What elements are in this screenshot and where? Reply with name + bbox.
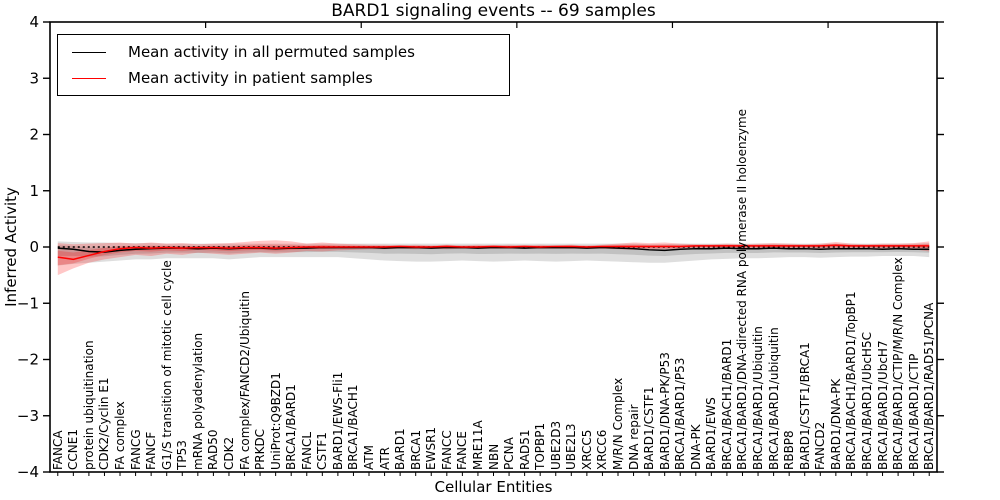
x-tick-label: ATM bbox=[362, 445, 376, 470]
x-tick-label: BRCA1/BARD1/UbcH5C bbox=[859, 332, 874, 470]
y-tick-label: −1 bbox=[17, 294, 39, 312]
x-tick-label: BRCA1/BARD1 bbox=[284, 384, 299, 470]
legend-line-black-icon bbox=[72, 51, 106, 53]
y-tick-label: −4 bbox=[17, 463, 39, 481]
x-tick-label: BRCA1/BARD1/UbcH7 bbox=[875, 340, 890, 470]
x-tick-label: NBN bbox=[486, 443, 501, 470]
x-tick-label: BRCA1/BARD1/Ubiquitin bbox=[751, 326, 766, 470]
x-tick-label: CDK2/Cyclin E1 bbox=[97, 377, 112, 470]
legend-item-patient: Mean activity in patient samples bbox=[72, 69, 509, 87]
x-tick-label: CSTF1 bbox=[315, 432, 330, 470]
series-line-patient bbox=[57, 244, 930, 261]
x-tick-label: XRCC6 bbox=[595, 429, 610, 470]
x-tick-label: FANCF bbox=[144, 431, 159, 470]
x-tick-label: BRCA1/BARD1/CTIP/M/R/N Complex bbox=[891, 257, 906, 470]
x-tick-label: BRCA1/BARD1/RAD51/PCNA bbox=[922, 302, 937, 470]
x-tick-label: FANCG bbox=[128, 429, 143, 470]
x-tick-label: TP53 bbox=[175, 440, 190, 470]
x-tick-label: G1/S transition of mitotic cell cycle bbox=[159, 260, 174, 470]
chart-title: BARD1 signaling events -- 69 samples bbox=[331, 1, 656, 21]
x-tick-label: FANCE bbox=[455, 431, 470, 470]
y-tick-label: 2 bbox=[29, 126, 39, 144]
legend-item-permuted: Mean activity in all permuted samples bbox=[72, 43, 509, 61]
legend-line-red-icon bbox=[72, 77, 106, 79]
x-tick-label: ATR bbox=[377, 447, 392, 470]
x-tick-label: DNA-PK bbox=[688, 424, 703, 470]
x-tick-label: FANCD2 bbox=[813, 421, 828, 470]
x-tick-label: FANCA bbox=[50, 430, 65, 470]
x-tick-label: TOPBP1 bbox=[533, 422, 548, 470]
x-tick-label: FANCC bbox=[439, 430, 454, 470]
x-tick-label: BARD1/DNA-PK bbox=[828, 378, 843, 470]
x-tick-label: FA complex bbox=[113, 401, 128, 470]
y-axis-title: Inferred Activity bbox=[2, 187, 20, 307]
legend: Mean activity in all permuted samples Me… bbox=[57, 34, 510, 96]
x-tick-label: FANCL bbox=[299, 431, 314, 470]
legend-label: Mean activity in patient samples bbox=[128, 69, 373, 87]
x-tick-label: M/R/N Complex bbox=[610, 377, 625, 470]
x-tick-label: BARD1/EWS bbox=[704, 397, 719, 470]
x-tick-label: PRKDC bbox=[253, 428, 268, 470]
x-tick-label: PCNA bbox=[502, 437, 517, 470]
x-tick-label: BRCA1/BARD1/CTIP bbox=[906, 353, 921, 470]
x-tick-label: BARD1/DNA-PK/P53 bbox=[657, 352, 672, 470]
x-tick-label: BRCA1/BACH1/BARD1/TopBP1 bbox=[844, 291, 859, 470]
x-tick-label: BARD1 bbox=[393, 428, 408, 470]
x-tick-label: FA complex/FANCD2/Ubiquitin bbox=[237, 291, 252, 470]
series-line-permuted bbox=[57, 246, 930, 253]
x-axis-title: Cellular Entities bbox=[434, 478, 553, 496]
x-tick-label: mRNA polyadenylation bbox=[190, 332, 205, 470]
x-tick-label: RAD50 bbox=[206, 429, 221, 470]
y-tick-label: −3 bbox=[17, 407, 39, 425]
x-tick-label: BRCA1/BACH1 bbox=[346, 384, 361, 470]
x-tick-label: UniProt:Q9BZD1 bbox=[268, 372, 283, 470]
x-tick-label: CDK2 bbox=[221, 436, 236, 470]
x-tick-label: RAD51 bbox=[517, 429, 532, 470]
x-tick-label: BARD1/CSTF1 bbox=[642, 386, 657, 470]
x-tick-label: BARD1/CSTF1/BRCA1 bbox=[797, 342, 812, 470]
x-tick-label: BRCA1/BARD1/P53 bbox=[673, 357, 688, 470]
x-tick-label: protein ubiquitination bbox=[81, 340, 96, 470]
x-tick-label: EWSR1 bbox=[424, 426, 439, 470]
x-tick-label: BARD1/EWS-Fli1 bbox=[330, 371, 345, 470]
y-tick-label: 0 bbox=[29, 238, 39, 256]
x-tick-label: UBE2L3 bbox=[564, 423, 579, 470]
y-tick-label: −2 bbox=[17, 351, 39, 369]
y-tick-label: 3 bbox=[29, 69, 39, 87]
x-tick-label: BRCA1/BARD1/DNA-directed RNA polymerase … bbox=[735, 108, 750, 470]
x-tick-label: BRCA1/BACH1/BARD1 bbox=[719, 338, 734, 470]
y-tick-label: 4 bbox=[29, 13, 39, 31]
x-tick-label: UBE2D3 bbox=[548, 420, 563, 470]
x-tick-label: RBBP8 bbox=[782, 430, 797, 470]
x-tick-label: XRCC5 bbox=[579, 429, 594, 470]
x-tick-label: BRCA1 bbox=[408, 429, 423, 470]
x-tick-label: BRCA1/BARD1/ubiquitin bbox=[766, 327, 781, 470]
x-tick-label: CCNE1 bbox=[66, 429, 81, 470]
y-tick-label: 1 bbox=[29, 182, 39, 200]
legend-label: Mean activity in all permuted samples bbox=[128, 43, 415, 61]
x-tick-label: MRE11A bbox=[470, 420, 485, 470]
x-tick-label: DNA repair bbox=[626, 404, 641, 470]
